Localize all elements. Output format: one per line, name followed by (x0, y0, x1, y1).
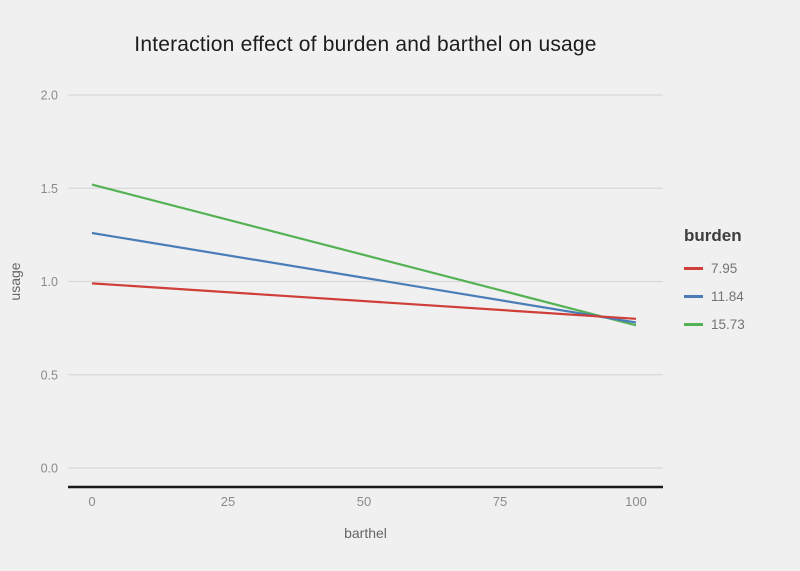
legend-label: 11.84 (711, 288, 744, 304)
x-tick-label: 0 (88, 494, 95, 509)
legend-entry: 7.95 (684, 254, 745, 282)
series-line (91, 183, 637, 327)
y-tick-label: 0.5 (41, 368, 58, 382)
legend-title: burden (684, 226, 742, 245)
y-tick-label: 1.5 (41, 182, 58, 196)
series-line (91, 231, 637, 324)
x-tick-label: 75 (493, 494, 507, 509)
y-tick-label: 2.0 (41, 89, 58, 103)
legend-swatch-line-icon (684, 294, 703, 298)
y-tick-label: 0.0 (41, 462, 58, 476)
y-tick-label: 1.0 (41, 275, 58, 289)
legend-label: 15.73 (711, 316, 745, 332)
series-line (91, 282, 637, 320)
legend: burden 7.95 11.84 15.73 (684, 226, 745, 338)
legend-entry: 15.73 (684, 310, 745, 338)
legend-swatch-line-icon (684, 266, 703, 270)
legend-swatch-line-icon (684, 322, 703, 326)
x-tick-label: 50 (357, 494, 371, 509)
legend-label: 7.95 (711, 260, 738, 276)
x-tick-label: 100 (625, 494, 647, 509)
x-axis-title: barthel (344, 525, 387, 541)
chart-title: Interaction effect of burden and barthel… (134, 33, 597, 56)
y-axis-title: usage (7, 262, 23, 300)
x-tick-label: 25 (221, 494, 235, 509)
legend-entry: 11.84 (684, 282, 745, 310)
legend-entries: 7.95 11.84 15.73 (684, 254, 745, 338)
